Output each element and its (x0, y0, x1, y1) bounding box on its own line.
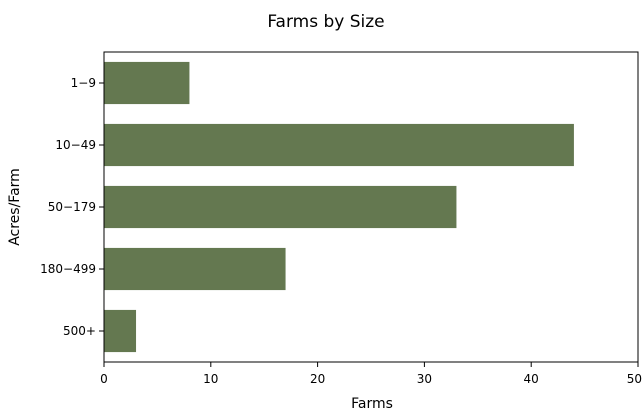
y-tick-label: 1−9 (71, 76, 96, 90)
chart-title: Farms by Size (267, 12, 384, 32)
bar (104, 123, 574, 167)
bars-group (104, 61, 574, 353)
bar (104, 61, 190, 105)
x-tick-label: 40 (524, 372, 539, 386)
x-axis-ticks: 0 10 20 30 40 50 (100, 362, 642, 386)
y-tick-label: 500+ (63, 324, 96, 338)
y-axis-ticks: 1−9 10−49 50−179 180−499 500+ (40, 76, 104, 338)
x-tick-label: 30 (417, 372, 432, 386)
y-tick-label: 180−499 (40, 262, 96, 276)
x-tick-label: 20 (310, 372, 325, 386)
y-tick-label: 50−179 (48, 200, 96, 214)
x-axis-label: Farms (351, 396, 393, 411)
x-tick-label: 0 (100, 372, 108, 386)
y-tick-label: 10−49 (55, 138, 96, 152)
x-tick-label: 50 (627, 372, 642, 386)
bar (104, 185, 457, 229)
bar (104, 247, 286, 291)
y-axis-label: Acres/Farm (7, 168, 23, 246)
bar (104, 309, 137, 353)
x-tick-label: 10 (203, 372, 218, 386)
